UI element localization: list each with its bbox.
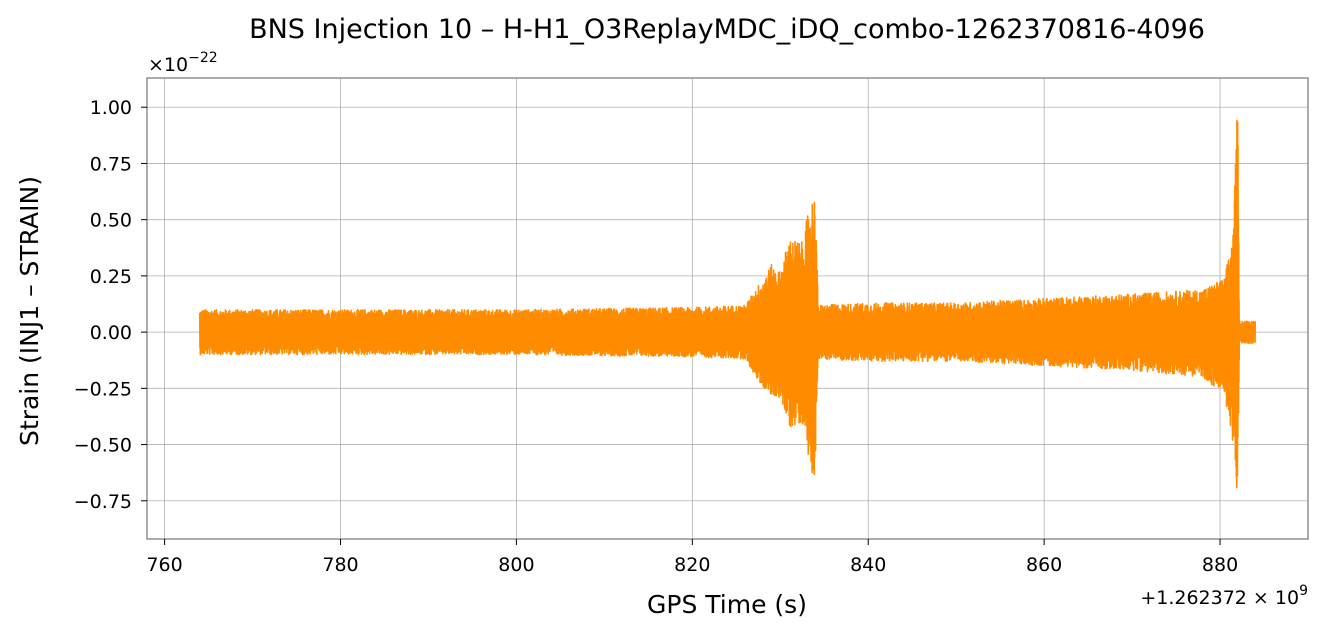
- x-axis-offset-text: +1.262372 × 109: [1140, 583, 1308, 609]
- chart-title: BNS Injection 10 – H-H1_O3ReplayMDC_iDQ_…: [249, 14, 1205, 45]
- y-tick-label: −0.50: [74, 435, 132, 457]
- y-tick-label: −0.75: [74, 491, 132, 513]
- x-axis-ticks: 760 780 800 820 840 860 880: [146, 539, 1238, 576]
- x-axis-label: GPS Time (s): [647, 590, 807, 619]
- x-tick-label: 780: [322, 554, 358, 576]
- y-tick-label: 1.00: [90, 97, 132, 119]
- strain-signal-line: [198, 119, 1257, 489]
- x-tick-label: 880: [1202, 554, 1238, 576]
- y-tick-label: −0.25: [74, 378, 132, 400]
- y-tick-label: 0.75: [90, 153, 132, 175]
- x-tick-label: 840: [850, 554, 886, 576]
- y-tick-label: 0.50: [90, 210, 132, 232]
- x-tick-label: 820: [674, 554, 710, 576]
- series-strain: [198, 119, 1257, 489]
- y-axis-ticks: −0.75 −0.50 −0.25 0.00 0.25 0.50 0.75 1.00: [74, 97, 147, 513]
- plot-area-frame: [146, 77, 1309, 540]
- y-tick-label: 0.00: [90, 322, 132, 344]
- x-tick-label: 760: [146, 554, 182, 576]
- y-tick-label: 0.25: [90, 266, 132, 288]
- y-axis-scale-text: ×10−22: [148, 50, 218, 76]
- y-axis-label: Strain (INJ1 – STRAIN): [15, 176, 44, 446]
- x-tick-label: 800: [498, 554, 534, 576]
- x-tick-label: 860: [1026, 554, 1062, 576]
